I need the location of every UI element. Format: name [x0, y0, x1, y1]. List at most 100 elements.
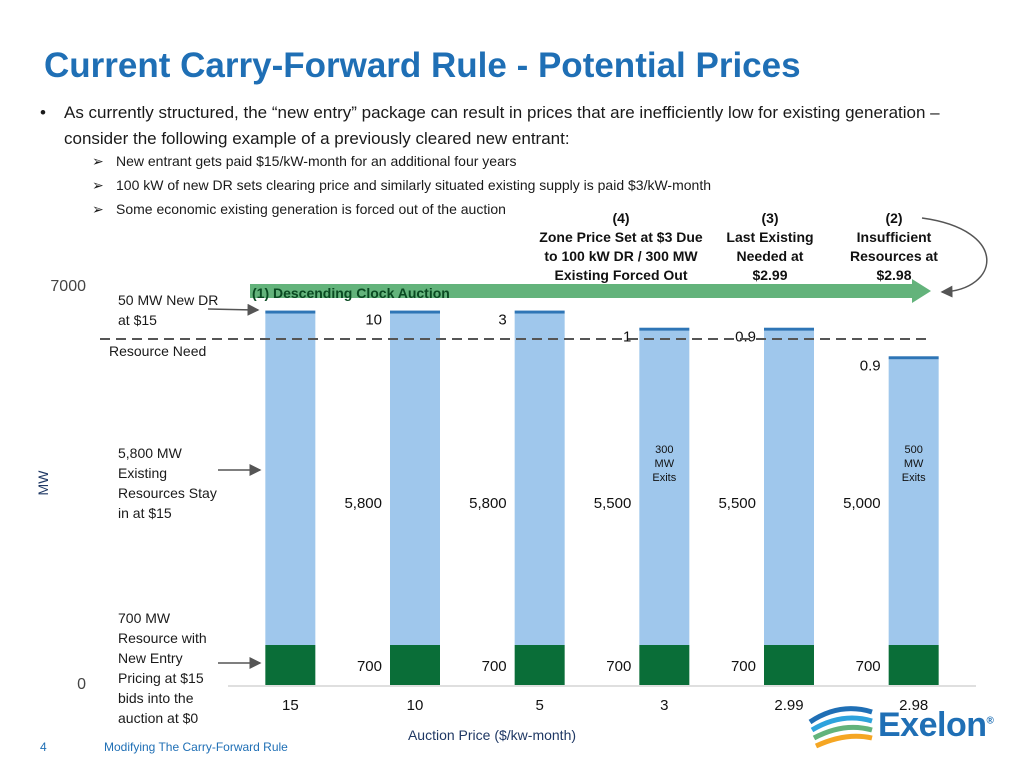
step2-line: $2.98 — [876, 267, 912, 283]
bar-value-label-new-entry: 700 — [482, 658, 507, 675]
new-entry-line: Resource with — [118, 630, 207, 646]
bar-value-label-new-entry: 700 — [731, 658, 756, 675]
main-bullet: • As currently structured, the “new entr… — [40, 100, 960, 152]
bar-value-label-dr: 0.9 — [860, 357, 881, 374]
bar-segment-2 — [639, 327, 690, 331]
step3-annotation: (3) Last Existing Needed at $2.99 — [715, 209, 825, 285]
new-dr-line: at $15 — [118, 312, 157, 328]
bar-segment-0 — [639, 645, 690, 685]
descending-clock-arrow — [250, 279, 931, 303]
new-entry-line: bids into the — [118, 690, 194, 706]
step4-line: Existing Forced Out — [554, 267, 688, 283]
bar-value-label-existing: 5,800 — [344, 495, 382, 512]
descending-clock-arrow-body — [250, 284, 914, 298]
new-entry-annotation: 700 MW Resource with New Entry Pricing a… — [118, 608, 207, 728]
new-entry-line: Pricing at $15 — [118, 670, 204, 686]
x-tick-label: 2.99 — [774, 697, 803, 714]
descending-clock-label: (1) Descending Clock Auction — [252, 285, 450, 301]
existing-line: in at $15 — [118, 505, 172, 521]
step4-annotation: (4) Zone Price Set at $3 Due to 100 kW D… — [526, 209, 716, 285]
new-entry-line: auction at $0 — [118, 710, 199, 726]
step3-line: Needed at — [736, 248, 804, 264]
step4-line: Zone Price Set at $3 Due — [539, 229, 703, 245]
bar-segment-1 — [888, 359, 939, 645]
exit-annotation-text: 300 — [655, 444, 673, 456]
new-entry-line: New Entry — [118, 650, 183, 666]
existing-line: Resources Stay — [118, 485, 217, 501]
exit-annotation-text: MW — [655, 458, 675, 470]
descending-clock-arrow-head — [912, 279, 931, 303]
bar-value-label-existing: 5,500 — [718, 495, 756, 512]
exelon-logo-icon — [808, 706, 873, 749]
existing-annotation: 5,800 MW Existing Resources Stay in at $… — [118, 443, 217, 523]
bar-segment-2 — [514, 310, 565, 314]
bar-segment-0 — [888, 645, 939, 685]
bar-segment-1 — [639, 330, 690, 645]
bar-segment-0 — [265, 645, 316, 685]
step2-line: Insufficient — [856, 229, 932, 245]
bar-segment-0 — [390, 645, 440, 685]
exelon-logo-text: Exelon® — [878, 706, 994, 745]
step4-line: (4) — [612, 210, 630, 226]
arrow-bullet-icon: ➢ — [92, 177, 104, 193]
bar-value-label-new-entry: 700 — [606, 658, 631, 675]
existing-line: 5,800 MW — [118, 445, 182, 461]
step4-line: to 100 kW DR / 300 MW — [544, 248, 698, 264]
bar-segment-1 — [265, 313, 316, 645]
x-tick-label: 15 — [282, 697, 299, 714]
resource-need-label: Resource Need — [109, 343, 207, 359]
main-bullet-text: As currently structured, the “new entry”… — [64, 103, 940, 148]
bar-segment-1 — [764, 330, 814, 645]
step3-line: (3) — [761, 210, 779, 226]
new-dr-annotation: 50 MW New DR at $15 — [118, 290, 218, 330]
step2-curved-arrow — [921, 217, 988, 298]
bar-segment-2 — [390, 310, 440, 314]
bar-value-label-new-entry: 700 — [357, 658, 382, 675]
x-tick-label: 10 — [407, 697, 424, 714]
bar-segment-2 — [888, 356, 939, 360]
bar-value-label-new-entry: 700 — [856, 658, 881, 675]
footer-text: Modifying The Carry-Forward Rule — [104, 740, 288, 754]
slide-title: Current Carry-Forward Rule - Potential P… — [44, 46, 801, 85]
sub-bullet-2: ➢ 100 kW of new DR sets clearing price an… — [92, 177, 711, 194]
new-dr-line: 50 MW New DR — [118, 292, 219, 308]
exit-annotation-text: MW — [904, 458, 924, 470]
logo-registered-mark: ® — [986, 715, 994, 727]
exit-annotation-text: Exits — [652, 472, 676, 484]
bar-value-label-dr: 3 — [498, 312, 506, 329]
exit-annotation-text: 500 — [904, 444, 922, 456]
new-dr-pointer — [207, 303, 260, 316]
step2-line: Resources at — [850, 248, 938, 264]
page-number: 4 — [40, 740, 47, 754]
bar-segment-2 — [764, 327, 814, 331]
sub-bullet-text: New entrant gets paid $15/kW-month for a… — [116, 153, 517, 169]
bullet-dot: • — [40, 103, 46, 122]
existing-line: Existing — [118, 465, 168, 481]
y-axis-title: MW — [35, 470, 51, 496]
sub-bullet-1: ➢ New entrant gets paid $15/kW-month for … — [92, 153, 517, 170]
bar-segment-1 — [514, 313, 565, 645]
step2-line: (2) — [885, 210, 903, 226]
bar-segment-1 — [390, 313, 440, 645]
x-tick-label: 2.98 — [899, 697, 928, 714]
new-entry-line: 700 MW — [118, 610, 171, 626]
step2-annotation: (2) Insufficient Resources at $2.98 — [838, 209, 950, 285]
x-tick-label: 3 — [660, 697, 668, 714]
sub-bullet-text: 100 kW of new DR sets clearing price and… — [116, 177, 711, 193]
x-axis-title: Auction Price ($/kw-month) — [408, 727, 576, 743]
y-tick-label: 0 — [77, 676, 86, 693]
step3-line: Last Existing — [726, 229, 814, 245]
bar-value-label-dr: 10 — [365, 312, 382, 329]
arrow-bullet-icon: ➢ — [92, 153, 104, 169]
sub-bullet-text: Some economic existing generation is for… — [116, 201, 506, 217]
logo-word: Exelon — [878, 706, 987, 744]
bar-value-label-dr: 0.9 — [735, 329, 756, 346]
arrow-bullet-icon: ➢ — [92, 201, 104, 217]
y-tick-label: 7000 — [50, 278, 86, 295]
bar-value-label-existing: 5,800 — [469, 495, 507, 512]
sub-bullet-3: ➢ Some economic existing generation is fo… — [92, 201, 506, 218]
bar-value-label-existing: 5,500 — [594, 495, 632, 512]
bar-value-label-dr: 1 — [623, 329, 631, 346]
bar-segment-0 — [514, 645, 565, 685]
